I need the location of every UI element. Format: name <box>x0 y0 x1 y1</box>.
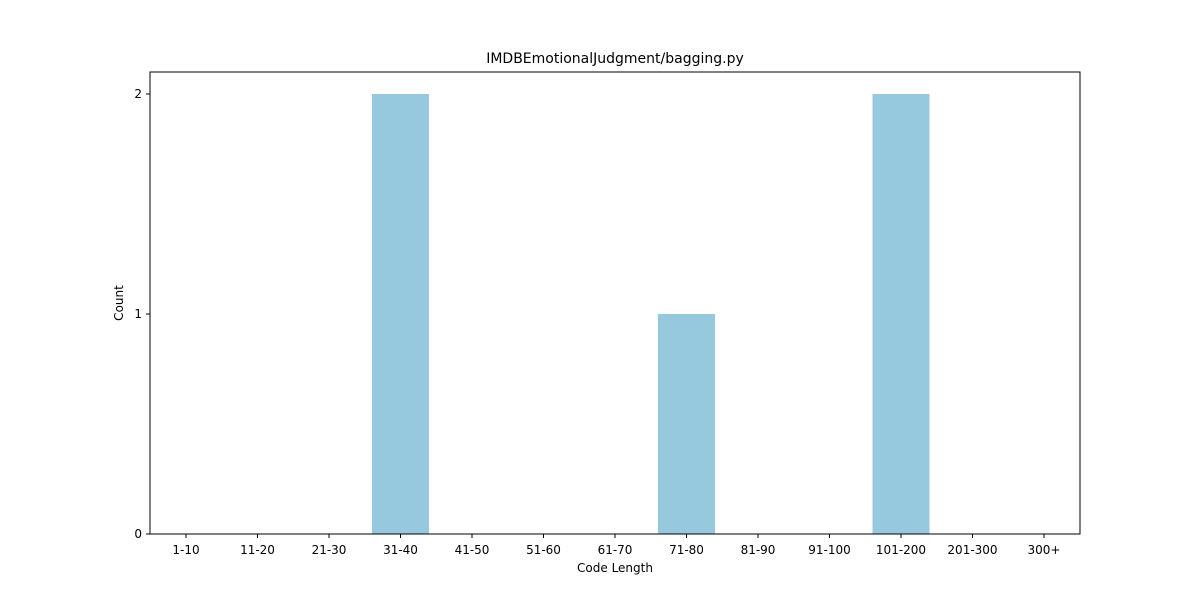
y-axis-ticks: 0 1 2 <box>134 87 150 541</box>
x-tick-label: 81-90 <box>741 543 776 557</box>
y-axis-label: Count <box>112 285 126 321</box>
plot-frame <box>149 71 1081 535</box>
bar-71-80 <box>658 314 715 534</box>
x-tick-label: 1-10 <box>172 543 199 557</box>
bar-31-40 <box>372 94 429 534</box>
x-tick-label: 41-50 <box>455 543 490 557</box>
x-tick-label: 71-80 <box>669 543 704 557</box>
x-tick-label: 201-300 <box>947 543 997 557</box>
x-tick-label: 300+ <box>1028 543 1061 557</box>
x-tick-label: 11-20 <box>240 543 275 557</box>
x-axis-ticks: 1-10 11-20 21-30 31-40 41-50 51-60 61-70 71-80 8… <box>172 534 1060 557</box>
bars-group <box>372 94 930 534</box>
x-tick-label: 101-200 <box>876 543 926 557</box>
x-tick-label: 91-100 <box>808 543 851 557</box>
bar-101-200 <box>872 94 930 534</box>
x-axis-label: Code Length <box>577 561 653 575</box>
x-tick-label: 21-30 <box>312 543 347 557</box>
y-tick-label: 1 <box>134 307 142 321</box>
y-tick-label: 0 <box>134 527 142 541</box>
x-tick-label: 61-70 <box>598 543 633 557</box>
chart-title: IMDBEmotionalJudgment/bagging.py <box>486 51 744 67</box>
x-tick-label: 31-40 <box>383 543 418 557</box>
y-tick-label: 2 <box>134 87 142 101</box>
x-tick-label: 51-60 <box>526 543 561 557</box>
